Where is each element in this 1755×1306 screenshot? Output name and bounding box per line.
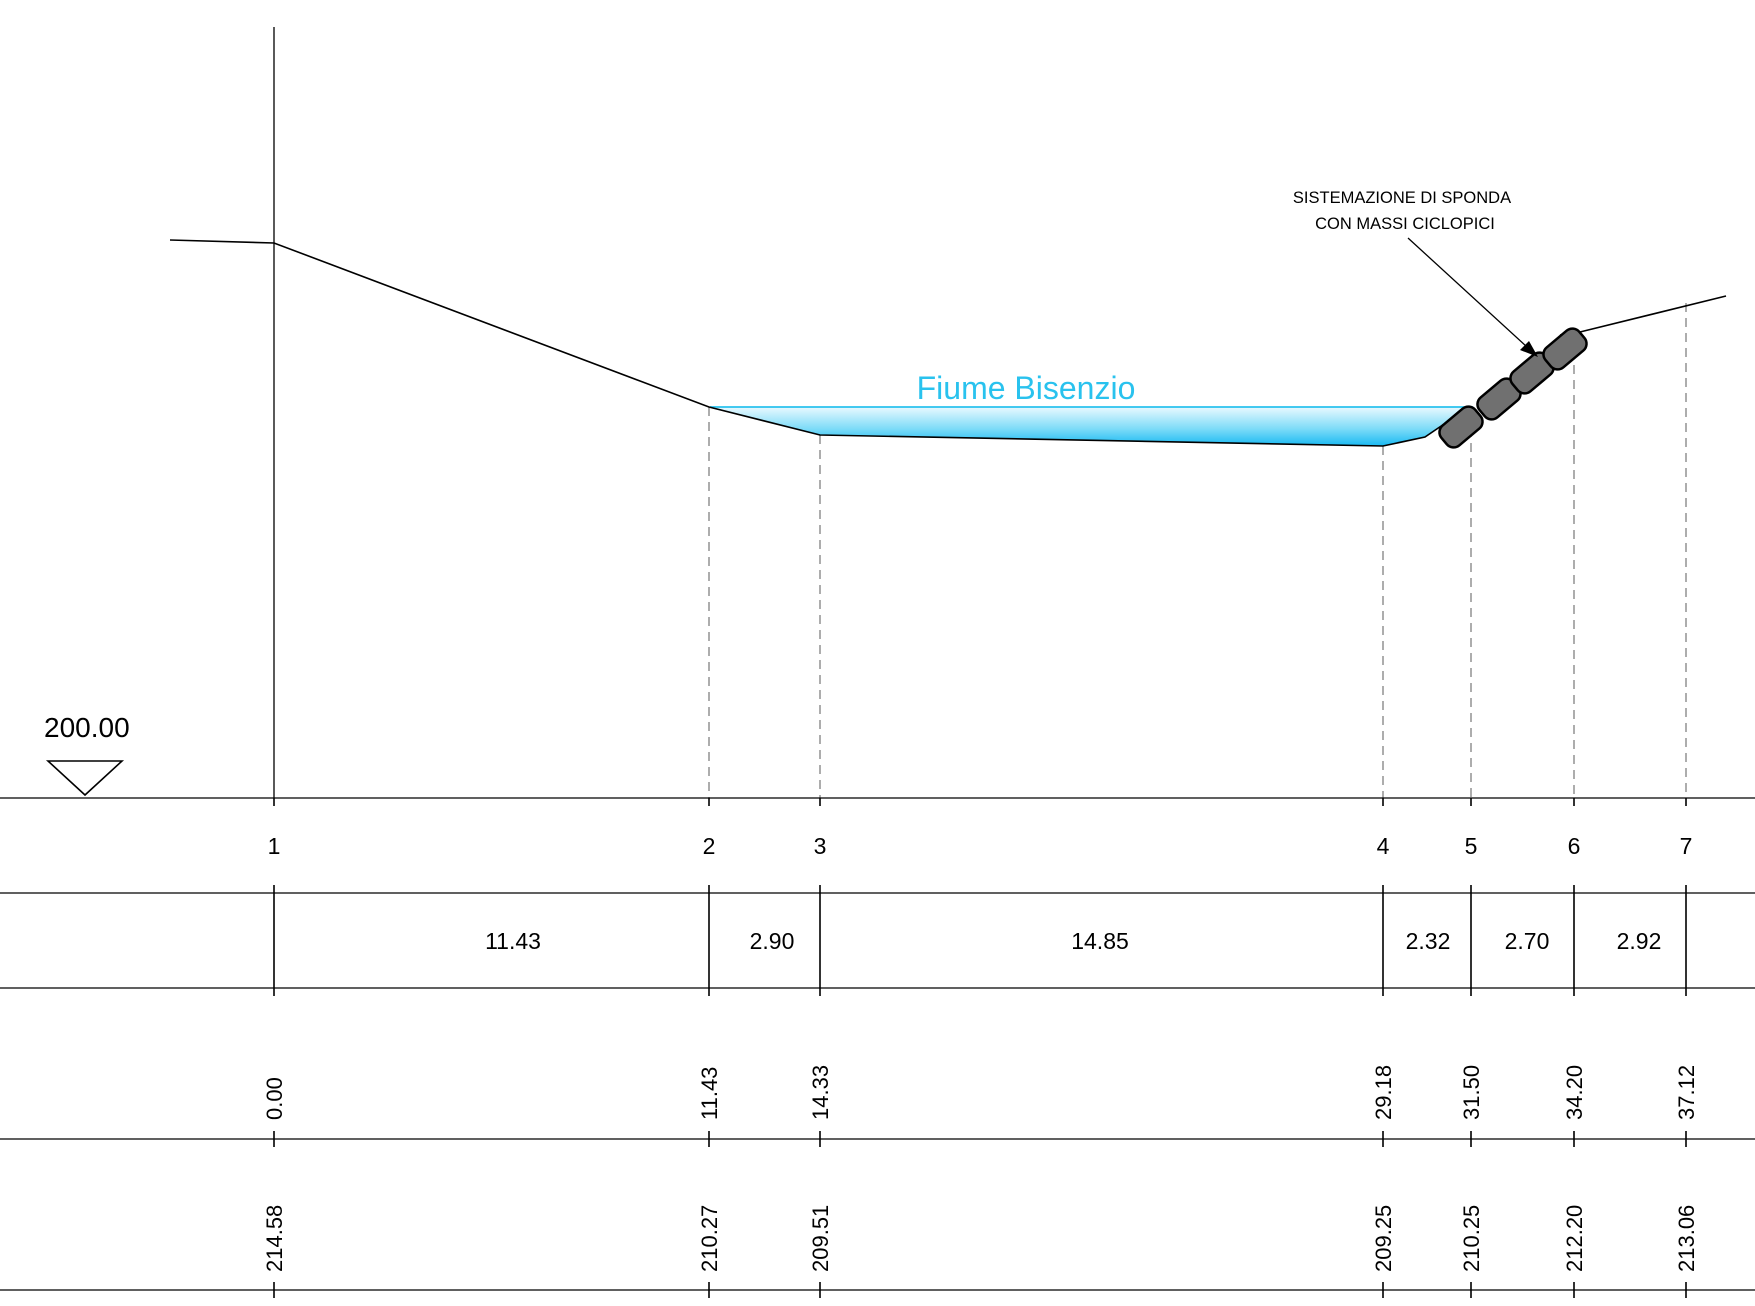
datum-triangle-icon <box>45 760 125 797</box>
progressive-distance-row: 0.00 11.43 14.33 29.18 31.50 34.20 37.12 <box>262 1065 1699 1120</box>
annotation-line-1: SISTEMAZIONE DI SPONDA <box>1293 189 1511 207</box>
table-grid <box>0 797 1755 1291</box>
point-number: 2 <box>703 833 716 859</box>
point-number: 5 <box>1465 833 1478 859</box>
annotation-leader <box>1407 237 1528 348</box>
ground-profile-right <box>1559 295 1727 336</box>
elevation-row: 214.58 210.27 209.51 209.25 210.25 212.2… <box>262 1205 1699 1272</box>
progressive-distance: 11.43 <box>697 1067 722 1120</box>
ground-elevation: 214.58 <box>262 1205 287 1272</box>
point-number: 3 <box>814 833 827 859</box>
partial-distance: 14.85 <box>1071 928 1129 954</box>
partial-distance: 2.32 <box>1406 928 1451 954</box>
datum-label: 200.00 <box>44 712 130 743</box>
progressive-distance: 14.33 <box>808 1065 833 1120</box>
ground-elevation: 210.27 <box>697 1205 722 1272</box>
ground-elevation: 209.25 <box>1371 1205 1396 1272</box>
river-label: Fiume Bisenzio <box>917 370 1136 406</box>
progressive-distance: 34.20 <box>1562 1065 1587 1120</box>
table-ticks <box>273 798 1687 1298</box>
ground-elevation: 209.51 <box>808 1205 833 1272</box>
vertical-reference-lines <box>708 303 1687 798</box>
point-number: 6 <box>1568 833 1581 859</box>
partial-distance: 2.90 <box>750 928 795 954</box>
progressive-distance: 37.12 <box>1674 1065 1699 1120</box>
progressive-distance: 0.00 <box>262 1077 287 1120</box>
partial-distance: 2.92 <box>1617 928 1662 954</box>
annotation-line-2: CON MASSI CICLOPICI <box>1315 215 1495 233</box>
progressive-distance: 29.18 <box>1371 1065 1396 1120</box>
point-number: 4 <box>1377 833 1390 859</box>
ground-profile-left <box>169 239 1451 447</box>
partial-distance-row: 11.43 2.90 14.85 2.32 2.70 2.92 <box>485 928 1661 954</box>
point-number-row: 1 2 3 4 5 6 7 <box>268 833 1693 859</box>
point-number: 1 <box>268 833 281 859</box>
annotation-arrowhead <box>1520 341 1538 357</box>
ground-elevation: 213.06 <box>1674 1205 1699 1272</box>
point-number: 7 <box>1680 833 1693 859</box>
ground-elevation: 210.25 <box>1459 1205 1484 1272</box>
progressive-distance: 31.50 <box>1459 1065 1484 1120</box>
ground-elevation: 212.20 <box>1562 1205 1587 1272</box>
partial-distance: 11.43 <box>485 928 541 954</box>
partial-distance: 2.70 <box>1505 928 1550 954</box>
riprap-boulders <box>1438 327 1588 449</box>
